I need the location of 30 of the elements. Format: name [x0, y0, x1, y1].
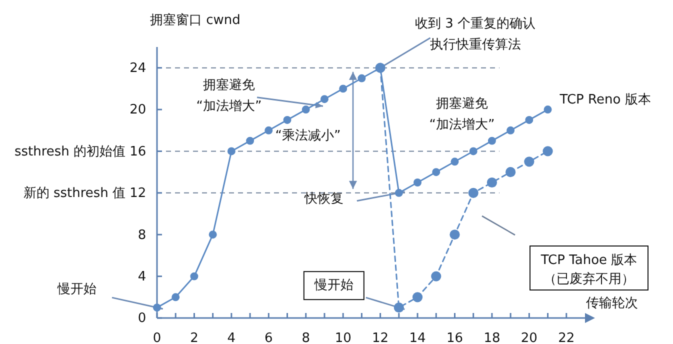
annotation: 收到 3 个重复的确认执行快重传算法 [415, 16, 536, 52]
annotation: “乘法减小” [275, 128, 341, 144]
x-tick-label: 10 [334, 330, 352, 344]
x-tick-label: 18 [484, 330, 500, 344]
y-tick-label: 新的 ssthresh 值 12 [23, 186, 146, 202]
x-tick-label: 22 [558, 330, 575, 344]
x-tick-label: 6 [264, 330, 273, 344]
y-tick-label: 0 [138, 311, 146, 326]
y-tick-label: ssthresh 的初始值 16 [14, 144, 146, 160]
y-tick-label: 8 [138, 228, 146, 243]
x-tick-label: 14 [409, 330, 426, 344]
x-tick-label: 12 [372, 330, 389, 344]
annotation: 快恢复 [303, 191, 344, 206]
x-tick-label: 0 [152, 330, 162, 344]
annotation: 慢开始 [313, 278, 354, 294]
y-tick-label: 24 [130, 61, 146, 76]
annotation: 拥塞避免“加法增大” [429, 96, 495, 133]
y-tick-label: 4 [138, 269, 146, 284]
x-axis-title: 传输轮次 [586, 296, 638, 311]
y-tick-label: 20 [130, 102, 146, 118]
y-axis-title: 拥塞窗口 cwnd [150, 12, 240, 28]
text: TCP Tahoe 版本（已废弃不用） [540, 253, 638, 287]
x-tick-label: 2 [190, 330, 198, 344]
x-tick-label: 8 [302, 330, 310, 344]
x-tick-label: 4 [227, 330, 236, 344]
x-tick-label: 16 [446, 330, 464, 344]
series-label: TCP Reno 版本 [558, 92, 651, 108]
annotation: 慢开始 [56, 282, 96, 298]
x-tick-label: 20 [520, 330, 538, 344]
annotation: 拥塞避免“加法增大” [196, 76, 262, 114]
